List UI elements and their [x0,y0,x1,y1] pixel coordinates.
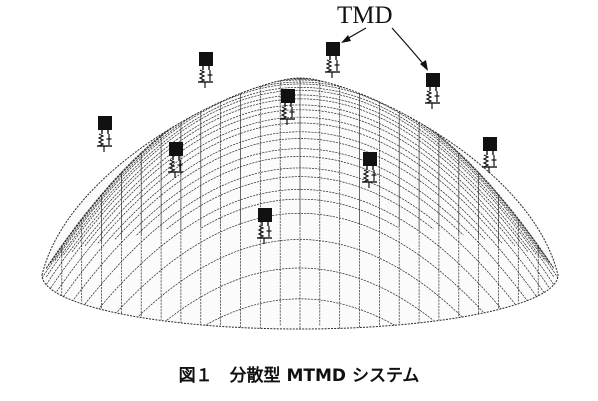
lattice-line [84,167,516,305]
lattice-mesh [42,78,558,329]
lattice-line [84,109,516,247]
lattice-line [136,156,464,236]
lattice-line [54,83,546,262]
tmd-label: TMD [337,2,393,29]
lattice-line [71,98,529,253]
lattice-line [114,212,486,315]
lattice-line [63,89,537,256]
figure-caption: 図１ 分散型 MTMD システム [178,366,420,386]
lattice-line [63,131,537,297]
lattice-line [42,81,558,279]
lattice-line [46,78,554,269]
lattice-line [54,116,546,295]
lattice-line [50,79,550,264]
lattice-line [97,189,503,310]
lattice-line [46,78,554,269]
tmd-device [324,41,341,79]
lattice-line [166,176,434,230]
tmd-callout-arrows [341,27,428,71]
tmd-device [197,51,214,89]
lattice-line [114,138,486,240]
lattice-line [200,198,400,229]
lattice-line [46,86,554,277]
lattice-line [50,104,550,289]
lattice-line [71,148,529,302]
lattice-line [136,239,464,319]
tmd-device [424,72,441,110]
tmd-device [481,136,498,174]
lattice-line [200,298,400,329]
tmd-device [96,115,113,153]
dome-outline [41,77,559,330]
lattice-line [46,94,554,285]
lattice-line [166,267,434,321]
lattice-line [97,122,503,244]
